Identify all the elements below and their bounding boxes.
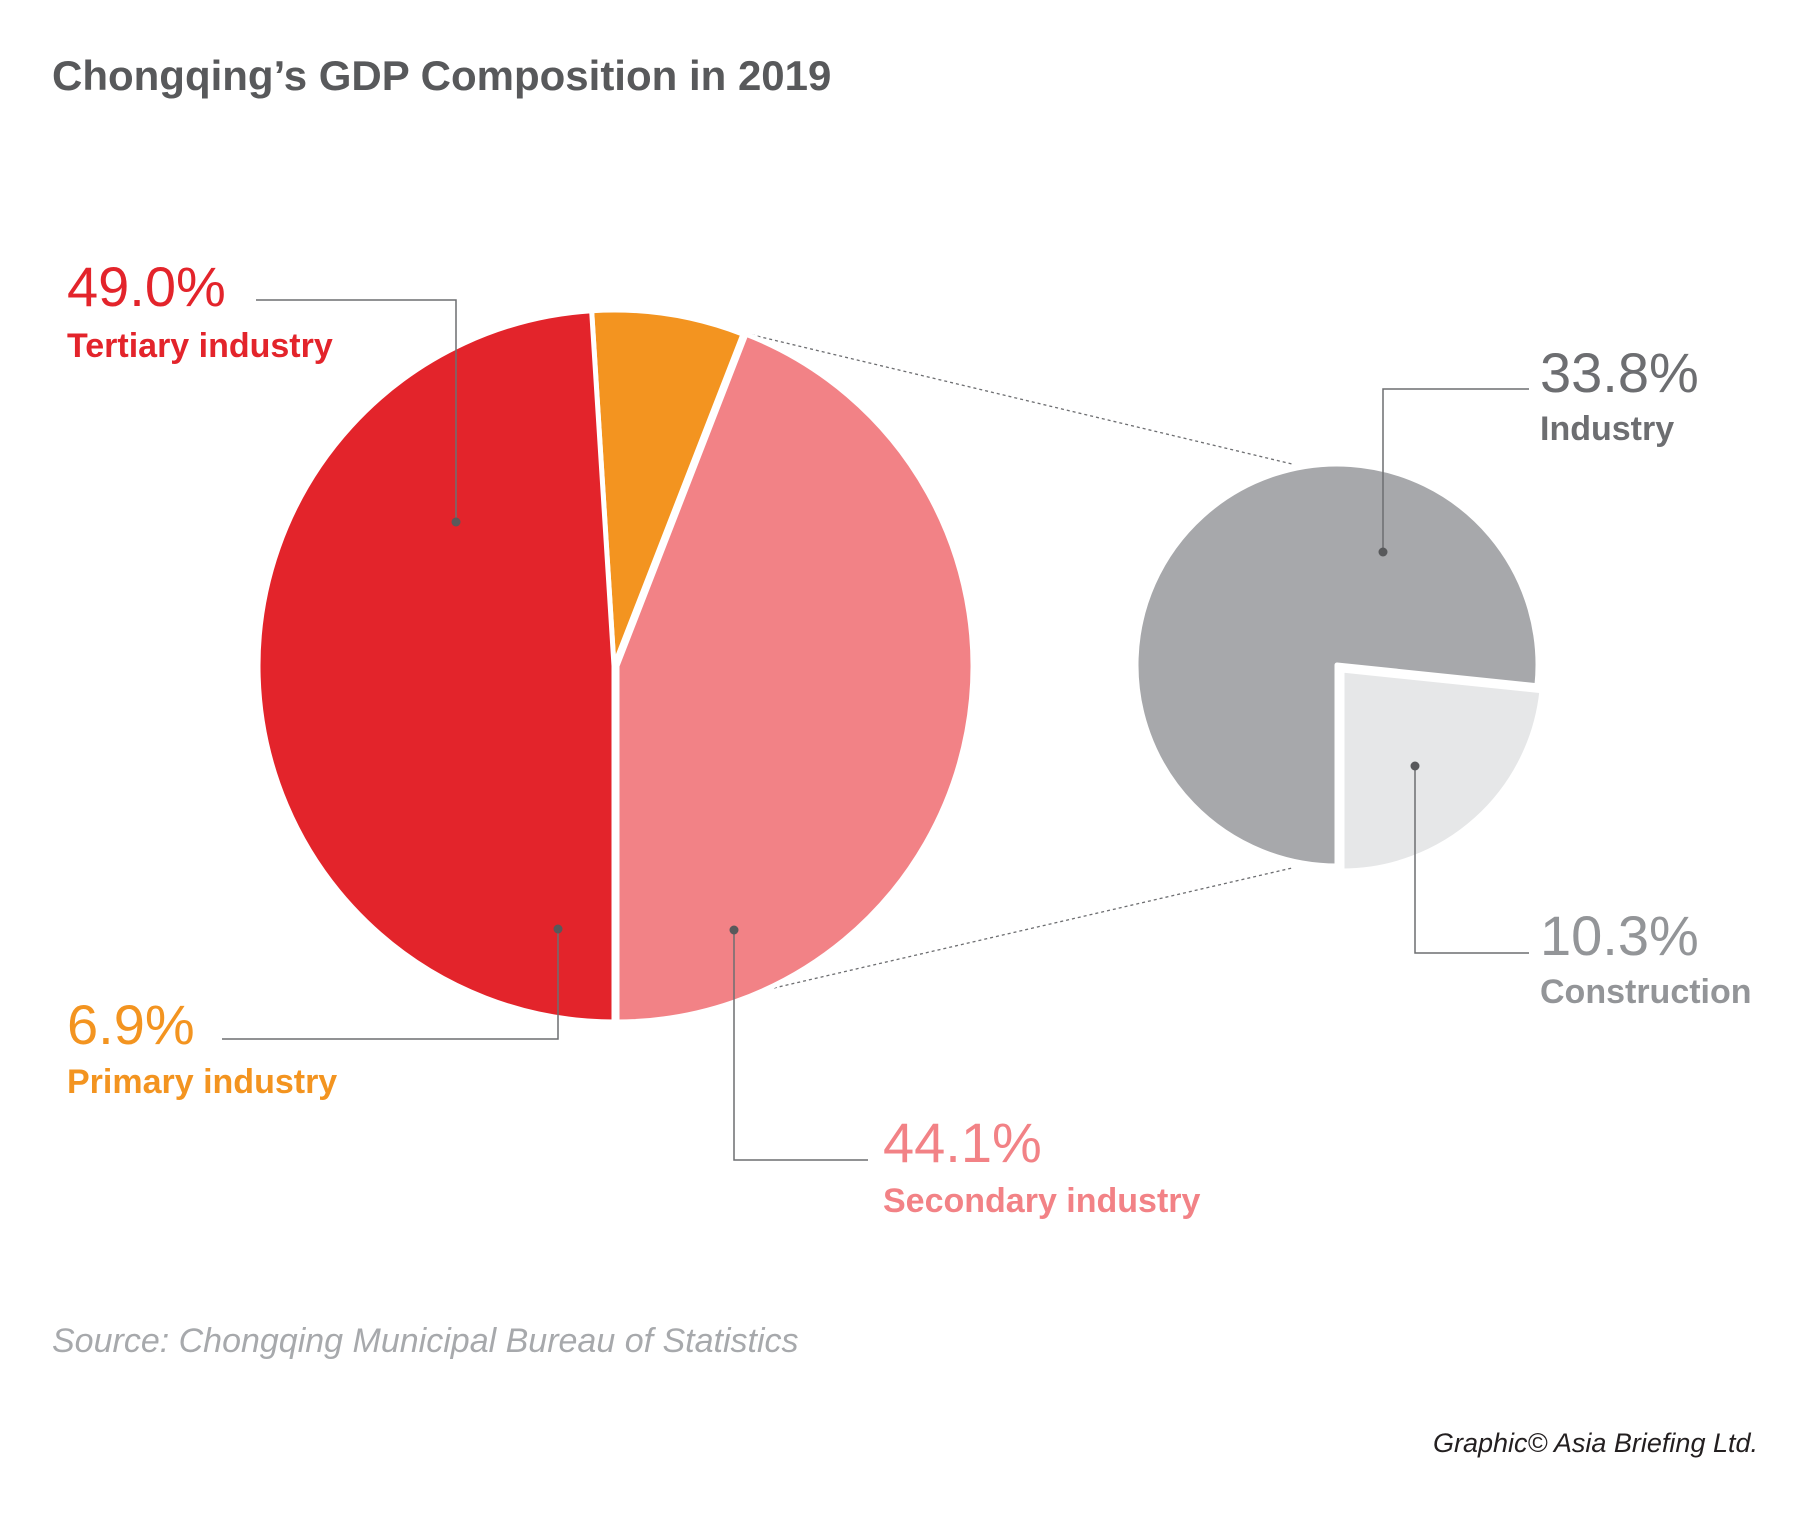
industry-value-label: 33.8% [1540,341,1699,404]
pie-slice-construction [1339,667,1545,874]
leader-dot-secondary [729,925,739,935]
leader-dot-construction [1410,761,1420,771]
leader-primary [222,929,559,1040]
main-pie [255,307,976,1025]
leader-tertiary [256,299,457,522]
pie-slice-primary-industry [589,307,746,669]
leader-dot-tertiary [451,517,461,527]
industry-name-label: Industry [1540,410,1674,448]
pie-slice-tertiary-industry [255,308,617,1025]
tertiary-value-label: 49.0% [67,255,226,318]
chart-title: Chongqing’s GDP Composition in 2019 [52,52,831,99]
leader-dot-industry [1378,547,1388,557]
leader-construction [1414,766,1529,954]
pie-slice-secondary-industry [614,331,976,1025]
secondary-value-label: 44.1% [883,1111,1042,1174]
source-note: Source: Chongqing Municipal Bureau of St… [52,1322,799,1360]
construction-value-label: 10.3% [1540,904,1699,967]
leader-industry [1382,388,1529,552]
leader-dot-primary [553,924,563,934]
credit-note: Graphic© Asia Briefing Ltd. [1433,1428,1758,1458]
primary-name-label: Primary industry [67,1063,337,1101]
secondary-breakdown-pie [1133,461,1545,874]
construction-name-label: Construction [1540,973,1752,1011]
zoom-connector-bottom [691,867,1293,1008]
pie-slice-industry [1133,461,1541,869]
tertiary-name-label: Tertiary industry [67,327,333,365]
secondary-name-label: Secondary industry [883,1182,1201,1220]
primary-value-label: 6.9% [67,993,195,1056]
zoom-connector-top [739,331,1293,465]
leader-secondary [733,930,868,1161]
